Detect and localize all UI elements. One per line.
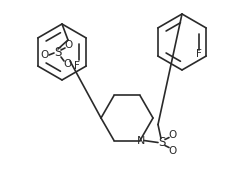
Text: S: S bbox=[158, 136, 166, 149]
Text: O: O bbox=[168, 146, 176, 156]
Text: F: F bbox=[74, 61, 80, 71]
Text: O: O bbox=[40, 50, 48, 60]
Text: O: O bbox=[64, 40, 72, 50]
Text: O: O bbox=[63, 59, 71, 69]
Text: S: S bbox=[54, 47, 62, 60]
Text: F: F bbox=[196, 49, 202, 59]
Text: O: O bbox=[168, 130, 176, 140]
Text: N: N bbox=[137, 135, 145, 146]
